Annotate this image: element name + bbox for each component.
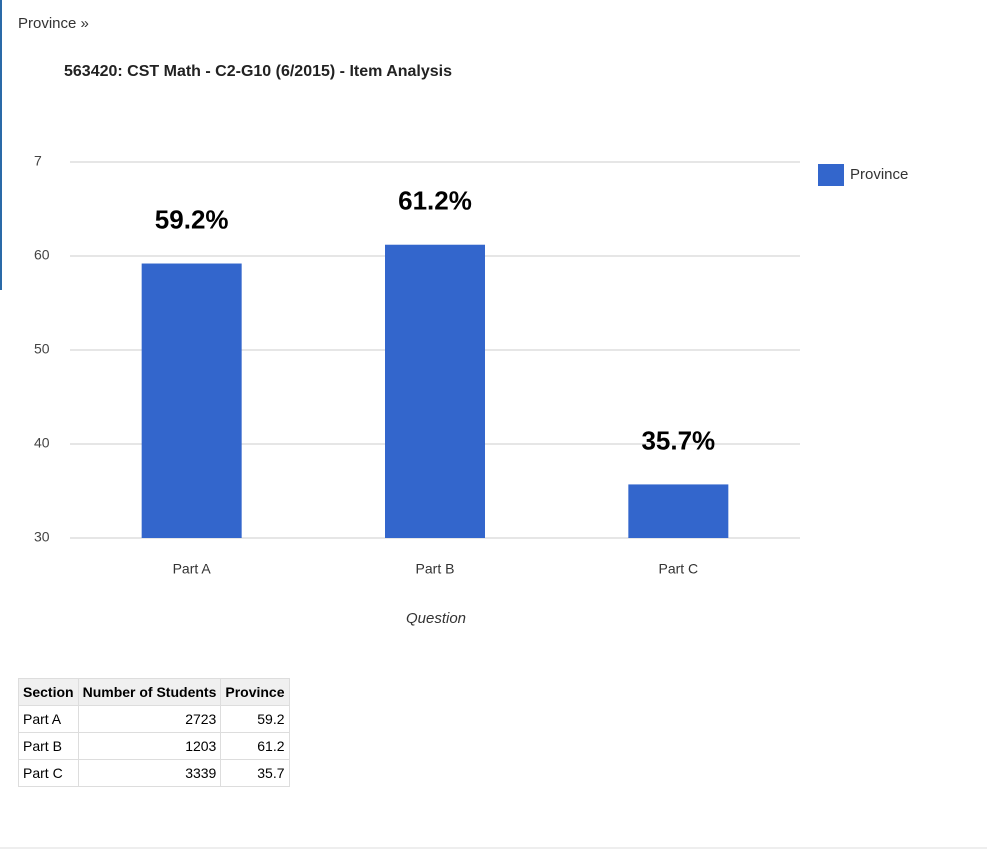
value-label: 61.2% bbox=[398, 186, 472, 216]
value-label: 35.7% bbox=[641, 425, 715, 455]
chart-title: 563420: CST Math - C2-G10 (6/2015) - Ite… bbox=[64, 63, 452, 80]
breadcrumb[interactable]: Province » bbox=[18, 15, 89, 32]
bar bbox=[141, 263, 242, 538]
y-tick-label: 60 bbox=[34, 247, 50, 263]
y-tick-label: 50 bbox=[34, 341, 50, 357]
data-table: Section Number of Students Province Part A… bbox=[18, 678, 290, 787]
legend-label: Province bbox=[850, 166, 908, 183]
cell: 59.2 bbox=[220, 705, 290, 733]
header-cell: Province bbox=[220, 678, 290, 706]
cell: 35.7 bbox=[220, 759, 290, 787]
cell: 1203 bbox=[77, 732, 222, 760]
y-tick-label: 30 bbox=[34, 529, 50, 545]
cell: Part C bbox=[18, 759, 79, 787]
cell: Part A bbox=[18, 705, 79, 733]
cell: Part B bbox=[18, 732, 79, 760]
cell: 3339 bbox=[77, 759, 222, 787]
header-cell: Number of Students bbox=[77, 678, 222, 706]
legend-swatch bbox=[818, 164, 844, 186]
y-tick-label: 40 bbox=[34, 435, 50, 451]
y-tick-label: 7 bbox=[34, 153, 42, 169]
x-tick-label: Part B bbox=[416, 561, 455, 577]
cell: 2723 bbox=[77, 705, 222, 733]
value-label: 59.2% bbox=[155, 204, 229, 234]
header-cell: Section bbox=[18, 678, 79, 706]
x-tick-label: Part A bbox=[173, 561, 212, 577]
bar bbox=[628, 484, 729, 538]
x-tick-label: Part C bbox=[658, 561, 698, 577]
bar bbox=[385, 244, 485, 538]
x-axis-label: Question bbox=[406, 610, 466, 627]
cell: 61.2 bbox=[220, 732, 290, 760]
